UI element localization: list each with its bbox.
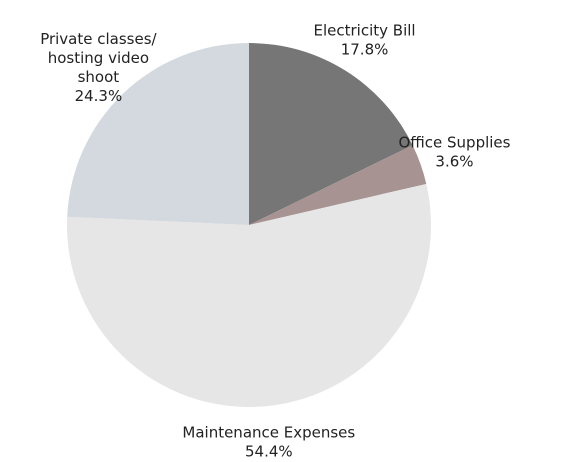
- slice-label: Office Supplies: [398, 134, 510, 152]
- slice-label: Electricity Bill: [314, 22, 416, 40]
- pie-slice: [67, 43, 250, 225]
- slice-value-label: 24.3%: [75, 87, 123, 105]
- slice-value-label: 3.6%: [435, 153, 473, 171]
- slice-label: Maintenance Expenses: [182, 424, 355, 442]
- label-line: shoot: [78, 68, 120, 86]
- label-line: Maintenance Expenses: [182, 424, 355, 442]
- label-line: hosting video: [48, 49, 149, 67]
- label-line: Electricity Bill: [314, 22, 416, 40]
- slice-value-label: 54.4%: [245, 443, 293, 461]
- pie-slice: [66, 183, 431, 407]
- label-line: Private classes/: [40, 30, 157, 48]
- pie-slice: [249, 145, 427, 225]
- slice-label: Private classes/hosting video shoot: [40, 30, 157, 86]
- label-line: Office Supplies: [398, 134, 510, 152]
- pie-slice: [249, 43, 413, 225]
- slice-value-label: 17.8%: [341, 41, 389, 59]
